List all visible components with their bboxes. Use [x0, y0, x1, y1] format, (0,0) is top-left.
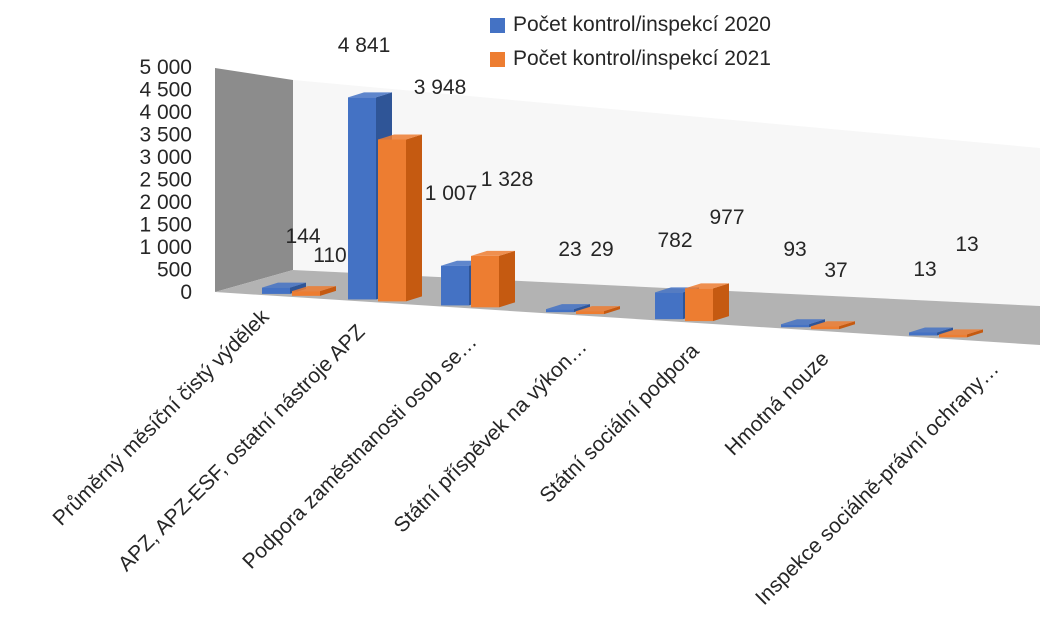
side-wall: [215, 68, 293, 292]
bar-front: [655, 292, 683, 320]
y-tick-label: 4 500: [139, 79, 192, 102]
data-label: 110: [313, 244, 346, 267]
bar-front: [378, 139, 406, 302]
bar-top: [378, 134, 422, 140]
bar-side: [713, 283, 729, 322]
data-label: 29: [590, 238, 613, 261]
bar-front: [292, 291, 320, 296]
legend-item-2020: Počet kontrol/inspekcí 2020: [490, 8, 771, 42]
bar-front: [781, 324, 809, 328]
x-tick-label: Podpora zaměstnanosti osob se…: [238, 330, 481, 573]
bar-top: [685, 283, 729, 289]
bar-side: [604, 306, 620, 315]
data-labels: 144 4 841 1 007 23 782 93 13 110 3 948 1 328 29 977…: [285, 34, 978, 282]
y-tick-label: 0: [180, 281, 192, 304]
bar-top: [292, 286, 336, 292]
x-tick-label: Státní příspěvek na výkon…: [390, 335, 592, 537]
bar-side: [937, 327, 953, 336]
y-tick-label: 500: [157, 259, 192, 282]
data-label: 977: [709, 206, 744, 229]
data-label: 93: [783, 238, 806, 261]
legend-item-2021: Počet kontrol/inspekcí 2021: [490, 42, 771, 76]
legend-label-2020: Počet kontrol/inspekcí 2020: [513, 13, 771, 36]
y-tick-label: 1 000: [139, 236, 192, 259]
bar-side: [406, 134, 422, 302]
bar-top: [811, 321, 855, 327]
bar-front: [441, 265, 469, 306]
bar-top: [546, 304, 590, 310]
bar-top: [471, 250, 515, 256]
legend-label-2021: Počet kontrol/inspekcí 2021: [513, 47, 771, 70]
bar-front: [546, 309, 574, 313]
bar-side: [967, 329, 983, 338]
bar-front: [909, 332, 937, 336]
x-tick-label: APZ, APZ-ESF, ostatní nástroje APZ: [114, 320, 370, 576]
y-tick-label: 2 000: [139, 191, 192, 214]
legend: Počet kontrol/inspekcí 2020 Počet kontro…: [490, 8, 771, 76]
bar-front: [262, 287, 290, 294]
y-tick-label: 2 500: [139, 169, 192, 192]
y-tick-label: 5 000: [139, 56, 192, 79]
bar-top: [781, 319, 825, 325]
bar-side: [320, 286, 336, 296]
x-tick-label: Hmotná nouze: [721, 347, 834, 460]
bar-front: [471, 255, 499, 308]
bar-side: [574, 304, 590, 313]
bar-top: [348, 92, 392, 98]
back-wall: [293, 80, 1040, 306]
bar-front: [576, 311, 604, 315]
chart-walls: [215, 68, 1040, 345]
y-tick-label: 3 000: [139, 146, 192, 169]
data-label: 144: [285, 225, 320, 248]
bar-side: [839, 321, 855, 330]
data-label: 1 007: [425, 182, 478, 205]
legend-swatch-2020: [490, 17, 505, 33]
bars: [262, 92, 983, 338]
x-tick-label: Průměrný měsíční čistý výdělek: [48, 305, 273, 530]
bar-top: [939, 329, 983, 335]
bar-top: [909, 327, 953, 333]
bar-front: [348, 97, 376, 300]
bar-front: [811, 326, 839, 330]
bar-front: [939, 334, 967, 338]
legend-swatch-2021: [490, 51, 505, 67]
bar-side: [499, 250, 515, 308]
data-label: 3 948: [414, 76, 467, 99]
data-label: 37: [824, 259, 847, 282]
bar-front: [685, 288, 713, 322]
y-tick-label: 1 500: [139, 214, 192, 237]
bar-top: [262, 282, 306, 288]
data-label: 13: [913, 258, 936, 281]
data-label: 1 328: [481, 168, 534, 191]
data-label: 13: [955, 233, 978, 256]
data-label: 4 841: [338, 34, 391, 57]
y-tick-label: 4 000: [139, 101, 192, 124]
y-tick-label: 3 500: [139, 124, 192, 147]
data-label: 23: [558, 238, 581, 261]
data-label: 782: [657, 229, 692, 252]
bar-top: [576, 306, 620, 312]
bar-side: [809, 319, 825, 328]
